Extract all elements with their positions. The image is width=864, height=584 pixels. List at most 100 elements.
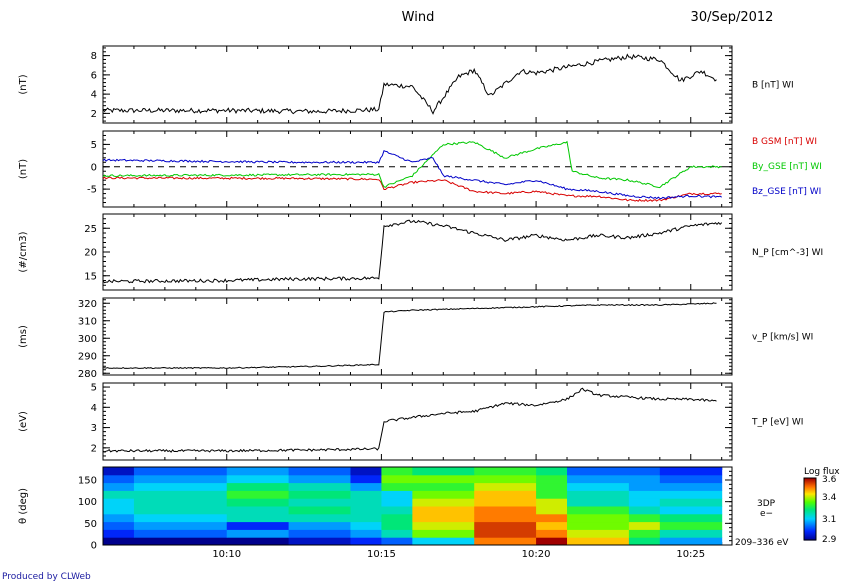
- heatmap-cell: [474, 506, 537, 515]
- heatmap-cell: [412, 498, 475, 507]
- heatmap-cell: [412, 467, 475, 476]
- heatmap-cell: [350, 482, 382, 491]
- heatmap-cell: [412, 529, 475, 538]
- heatmap-cell: [536, 529, 568, 538]
- heatmap-cell: [133, 490, 228, 499]
- heatmap-cell: [350, 467, 382, 476]
- colorbar-cell: [804, 527, 816, 530]
- heatmap-cell: [659, 467, 723, 476]
- heatmap-cell: [133, 498, 228, 507]
- heatmap-cell: [288, 521, 351, 530]
- heatmap-cell: [226, 467, 290, 476]
- heatmap-cell: [350, 537, 382, 546]
- heatmap-cell: [659, 498, 723, 507]
- x-tick-label: 10:25: [676, 549, 705, 560]
- heatmap-cell: [567, 490, 630, 499]
- colorbar-cell: [804, 482, 816, 484]
- heatmap-cell: [133, 521, 228, 530]
- heatmap-cell: [133, 506, 228, 515]
- colorbar-cell: [804, 521, 816, 524]
- heatmap-cell: [474, 537, 537, 546]
- heatmap-cell: [628, 498, 661, 507]
- series-label: T_P [eV] WI: [751, 418, 803, 428]
- heatmap-cell: [350, 513, 382, 523]
- y-tick-label: 100: [78, 497, 97, 508]
- colorbar-cell: [804, 535, 816, 538]
- heatmap-cell: [103, 537, 135, 546]
- colorbar-tick-label: 3.4: [822, 493, 837, 503]
- colorbar-cell: [804, 523, 816, 526]
- heatmap-cell: [412, 490, 475, 499]
- colorbar-cell: [804, 518, 816, 520]
- heatmap-cell: [536, 537, 568, 546]
- y-tick-label: 5: [91, 140, 97, 151]
- y-axis-label: (ms): [18, 325, 29, 348]
- colorbar-cell: [804, 496, 816, 499]
- colorbar-cell: [804, 483, 816, 485]
- colorbar-title: Log flux: [804, 467, 840, 477]
- y-axis-label: (nT): [18, 74, 29, 94]
- colorbar-cell: [804, 492, 816, 495]
- colorbar-cell: [804, 520, 816, 522]
- heatmap-cell: [103, 467, 135, 476]
- colorbar-cell: [804, 517, 816, 519]
- heatmap-cell: [288, 506, 351, 515]
- x-tick-label: 10:10: [212, 549, 241, 560]
- heatmap-cell: [226, 513, 290, 523]
- heatmap-cell: [412, 474, 475, 484]
- y-tick-label: 50: [84, 519, 97, 530]
- heatmap-cell: [103, 490, 135, 499]
- heatmap-cell: [628, 467, 661, 476]
- heatmap-cell: [133, 537, 228, 546]
- heatmap-cell: [474, 482, 537, 491]
- series-label: N_P [cm^-3] WI: [752, 248, 823, 258]
- footer-credit: Produced by CLWeb: [2, 572, 91, 582]
- heatmap-cell: [350, 474, 382, 484]
- y-tick-label: 5: [91, 383, 97, 394]
- heatmap-cell: [474, 490, 537, 499]
- y-tick-label: 4: [91, 403, 97, 414]
- colorbar-cell: [804, 487, 816, 489]
- colorbar-cell: [804, 529, 816, 532]
- y-tick-label: 8: [91, 51, 97, 62]
- series-label: B [nT] WI: [752, 81, 794, 91]
- colorbar-tick-label: 3.6: [822, 475, 837, 485]
- colorbar-cell: [804, 507, 816, 510]
- heatmap-cell: [412, 506, 475, 515]
- colorbar-cell: [804, 516, 816, 518]
- x-tick-label: 10:20: [522, 549, 551, 560]
- heatmap-cell: [659, 537, 723, 546]
- heatmap-cell: [288, 474, 351, 484]
- x-tick-label: 10:15: [367, 549, 396, 560]
- colorbar-cell: [804, 481, 816, 483]
- panel-frame: [102, 213, 733, 291]
- heatmap-cell: [567, 537, 630, 546]
- heatmap-cell: [133, 529, 228, 538]
- colorbar-cell: [804, 515, 816, 517]
- colorbar-cell: [804, 491, 816, 494]
- colorbar-cell: [804, 537, 816, 540]
- heatmap-cell: [659, 482, 723, 491]
- colorbar-cell: [804, 510, 816, 512]
- heatmap-cell: [103, 521, 135, 530]
- colorbar-cell: [804, 514, 816, 516]
- colorbar-cell: [804, 498, 816, 501]
- heatmap-cell: [350, 490, 382, 499]
- y-tick-label: 320: [78, 299, 97, 310]
- heatmap-cell: [567, 482, 630, 491]
- heatmap-cell: [536, 482, 568, 491]
- series-line: [102, 387, 717, 453]
- heatmap-cell: [226, 498, 290, 507]
- heatmap-cell: [474, 513, 537, 523]
- colorbar-cell: [804, 525, 816, 528]
- y-axis-label: (#/cm3): [18, 231, 29, 272]
- colorbar-cell: [804, 500, 816, 503]
- heatmap-cell: [567, 513, 630, 523]
- heatmap-cell: [103, 474, 135, 484]
- heatmap-cell: [628, 537, 661, 546]
- heatmap-cell: [412, 482, 475, 491]
- series-label: v_P [km/s] WI: [752, 333, 813, 343]
- colorbar-cell: [804, 531, 816, 534]
- heatmap-cell: [412, 521, 475, 530]
- panel-frame: [102, 130, 733, 208]
